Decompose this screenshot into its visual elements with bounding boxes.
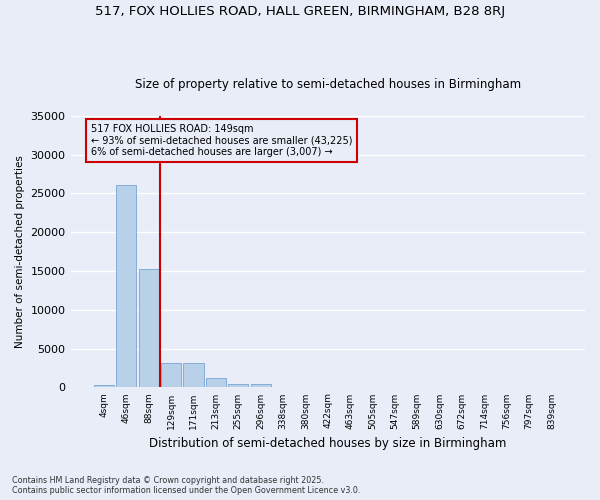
Bar: [116, 185, 136, 388]
Text: Contains HM Land Registry data © Crown copyright and database right 2025.
Contai: Contains HM Land Registry data © Crown c…: [12, 476, 361, 495]
Bar: [94, 384, 114, 388]
Title: Size of property relative to semi-detached houses in Birmingham: Size of property relative to semi-detach…: [135, 78, 521, 91]
Bar: [161, 364, 181, 388]
Bar: [206, 378, 226, 388]
Bar: [139, 270, 159, 388]
Text: 517, FOX HOLLIES ROAD, HALL GREEN, BIRMINGHAM, B28 8RJ: 517, FOX HOLLIES ROAD, HALL GREEN, BIRMI…: [95, 5, 505, 18]
X-axis label: Distribution of semi-detached houses by size in Birmingham: Distribution of semi-detached houses by …: [149, 437, 506, 450]
Bar: [228, 384, 248, 388]
Bar: [184, 364, 203, 388]
Y-axis label: Number of semi-detached properties: Number of semi-detached properties: [15, 155, 25, 348]
Text: 517 FOX HOLLIES ROAD: 149sqm
← 93% of semi-detached houses are smaller (43,225)
: 517 FOX HOLLIES ROAD: 149sqm ← 93% of se…: [91, 124, 353, 157]
Bar: [251, 384, 271, 388]
